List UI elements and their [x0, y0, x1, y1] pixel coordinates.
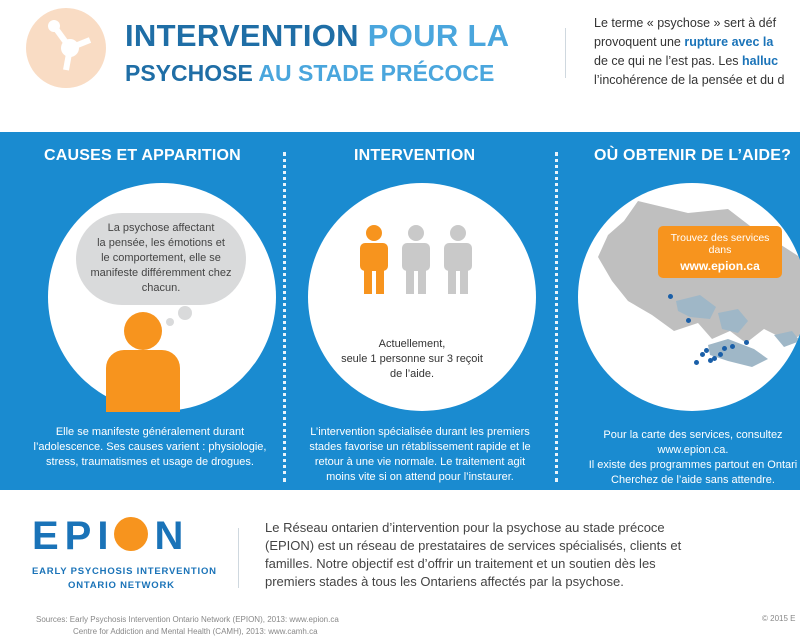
- intro-line: de ce qui ne l’est pas. Les halluc: [594, 52, 800, 71]
- callout-text: Trouvez des services: [670, 232, 770, 244]
- map-location-marker: [704, 348, 709, 353]
- help-text: Pour la carte des services, consultez ww…: [586, 428, 800, 488]
- thought-dot: [178, 306, 192, 320]
- about-line: premiers stades à tous les Ontariens aff…: [265, 574, 624, 589]
- header-divider: [565, 28, 566, 78]
- logo-subtitle: EARLY PSYCHOSIS INTERVENTION: [32, 566, 217, 577]
- page-title-line2: PSYCHOSE AU STADE PRÉCOCE: [125, 60, 494, 87]
- intervention-circle-line: Actuellement,: [378, 338, 446, 350]
- footer-divider: [238, 528, 239, 588]
- map-location-marker: [700, 352, 705, 357]
- map-location-marker: [730, 344, 735, 349]
- intro-highlight: halluc: [742, 54, 779, 68]
- intro-line: Le terme « psychose » sert à déf: [594, 16, 777, 30]
- help-title: OÙ OBTENIR DE L’AIDE?: [594, 147, 792, 164]
- title-line1-light: POUR LA: [367, 18, 510, 53]
- map-location-marker: [694, 360, 699, 365]
- map-location-marker: [712, 356, 717, 361]
- causes-text-line: l’adolescence. Ses causes varient : phys…: [33, 441, 267, 453]
- thought-bubble: [76, 213, 246, 305]
- intervention-circle-text: Actuellement, seule 1 personne sur 3 reç…: [322, 337, 502, 382]
- map-location-marker: [718, 352, 723, 357]
- bubble-line: le comportement, elle se: [101, 252, 221, 264]
- causes-title: CAUSES ET APPARITION: [44, 147, 241, 164]
- person-not-helped-icon: [444, 225, 472, 294]
- intervention-circle: [308, 183, 536, 411]
- intro-text: de ce qui ne l’est pas. Les: [594, 54, 743, 68]
- person-not-helped-icon: [402, 225, 430, 294]
- about-line: familles. Notre objectif est d’offrir un…: [265, 556, 656, 571]
- intro-text: provoquent une: [594, 35, 685, 49]
- intervention-circle-line: seule 1 personne sur 3 reçoit: [341, 353, 483, 365]
- epion-logo: EPI N: [32, 514, 189, 559]
- about-paragraph: Le Réseau ontarien d’intervention pour l…: [265, 519, 785, 591]
- logo-text: EPI: [32, 514, 115, 558]
- help-text-line: www.epion.ca.: [657, 444, 729, 456]
- intro-highlight: rupture avec la: [684, 35, 774, 49]
- logo-text: N: [154, 514, 190, 558]
- callout-url-link[interactable]: www.epion.ca: [680, 259, 760, 273]
- section-divider: [555, 152, 558, 482]
- thought-bubble-text: La psychose affectant la pensée, les émo…: [78, 221, 244, 296]
- bubble-line: la pensée, les émotions et: [97, 237, 225, 249]
- intervention-circle-line: de l’aide.: [389, 368, 435, 380]
- intervention-text-line: stades favorise un rétablissement rapide…: [309, 441, 531, 453]
- people-icons: [360, 225, 472, 294]
- logo-subtitle: ONTARIO NETWORK: [68, 580, 175, 591]
- map-location-marker: [722, 346, 727, 351]
- page-title-line1: INTERVENTION POUR LA: [125, 18, 509, 54]
- source-line: Sources: Early Psychosis Intervention On…: [36, 615, 339, 624]
- callout-text: dans: [708, 244, 732, 256]
- title-line2-dark: PSYCHOSE: [125, 60, 253, 86]
- person-body-icon: [106, 350, 180, 412]
- intervention-text-line: L’intervention spécialisée durant les pr…: [310, 426, 530, 438]
- intro-line: provoquent une rupture avec la: [594, 33, 800, 52]
- logo-o-icon: [114, 517, 149, 551]
- help-circle: [578, 183, 800, 411]
- help-text-line: Il existe des programmes partout en Onta…: [588, 459, 798, 471]
- bubble-line: La psychose affectant: [107, 222, 215, 234]
- title-line1-dark: INTERVENTION: [125, 18, 359, 53]
- map-location-marker: [744, 340, 749, 345]
- copyright: © 2015 E: [762, 614, 796, 623]
- intervention-text: L’intervention spécialisée durant les pr…: [292, 425, 548, 485]
- causes-text: Elle se manifeste généralement durant l’…: [20, 425, 280, 470]
- map-location-marker: [686, 318, 691, 323]
- title-line2-light: AU STADE PRÉCOCE: [258, 60, 495, 86]
- ontario-map-icon: [598, 201, 800, 367]
- map-location-marker: [668, 294, 673, 299]
- help-text-line: Cherchez de l’aide sans attendre.: [611, 474, 775, 486]
- causes-text-line: Elle se manifeste généralement durant: [55, 426, 245, 438]
- bubble-line: manifeste différemment chez: [90, 267, 232, 279]
- source-line: Centre for Addiction and Mental Health (…: [73, 627, 318, 636]
- person-head-icon: [124, 312, 162, 350]
- bubble-line: chacun.: [141, 282, 181, 294]
- callout-box: Trouvez des services dans www.epion.ca: [658, 226, 782, 278]
- intervention-title: INTERVENTION: [354, 147, 476, 164]
- intervention-text-line: moins vite si on attend pour l’instaurer…: [326, 471, 514, 483]
- intro-paragraph: Le terme « psychose » sert à déf provoqu…: [594, 14, 800, 90]
- section-divider: [283, 152, 286, 482]
- causes-text-line: stress, traumatismes et usage de drogues…: [46, 456, 254, 468]
- about-line: (EPION) est un réseau de prestataires de…: [265, 538, 682, 553]
- about-line: Le Réseau ontarien d’intervention pour l…: [265, 520, 665, 535]
- intro-line: l’incohérence de la pensée et du d: [594, 73, 785, 87]
- thought-dot: [166, 318, 174, 326]
- person-helped-icon: [360, 225, 388, 294]
- sources: Sources: Early Psychosis Intervention On…: [36, 614, 339, 638]
- help-text-line: Pour la carte des services, consultez: [603, 429, 783, 441]
- network-icon: [48, 20, 92, 71]
- map-location-marker: [708, 358, 713, 363]
- header-logo-badge: [26, 8, 106, 88]
- intervention-text-line: retour à une vie normale. Le traitement …: [314, 456, 526, 468]
